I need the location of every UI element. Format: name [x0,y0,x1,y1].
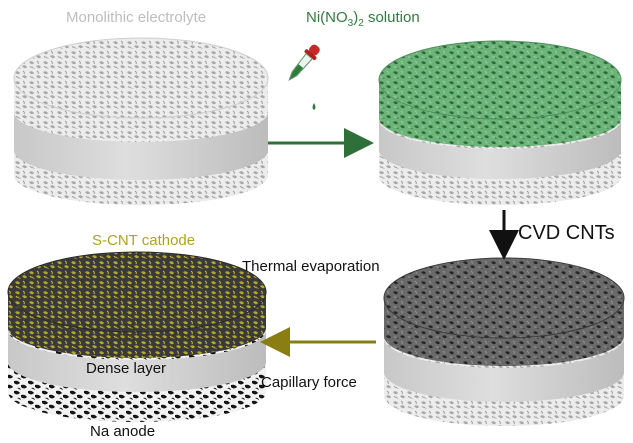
label-cvd-cnts: CVD CNTs [518,222,615,244]
label-capillary-force: Capillary force [261,374,357,391]
label-ni-suffix: solution [363,9,420,26]
disc-pristine [13,37,269,205]
droplet-icon [312,103,316,110]
disc-full-cell [7,251,267,422]
label-ni-solution: Ni(NO3)2 solution [306,9,420,29]
label-monolithic-electrolyte: Monolithic electrolyte [66,9,207,26]
label-ni-mid: ) [353,9,359,26]
label-thermal-evaporation: Thermal evaporation [242,258,380,275]
label-ni-sub1: 3 [347,18,354,29]
label-scnt-cathode: S-CNT cathode [92,232,196,249]
label-dense-layer: Dense layer [86,360,167,377]
label-na-anode: Na anode [90,423,156,440]
disc-cnt-grown [383,257,625,426]
label-ni-sub2: 2 [358,18,364,29]
disc-ni-infiltrated [378,40,622,205]
label-ni-prefix: Ni(NO [306,9,348,26]
dropper-icon [288,44,320,82]
